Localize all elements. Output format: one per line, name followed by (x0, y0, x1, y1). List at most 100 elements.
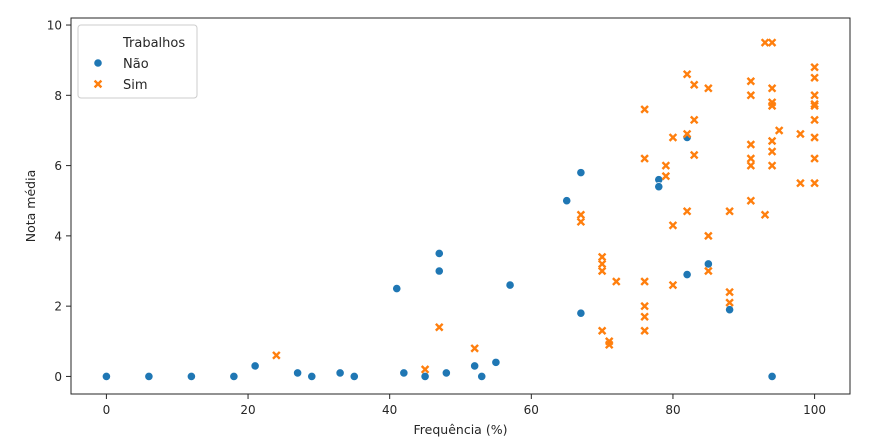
x-tick-label: 40 (382, 403, 397, 417)
point-nao (420, 371, 430, 382)
point-sim (746, 154, 756, 163)
point-sim (640, 301, 649, 311)
x-tick-label: 20 (240, 403, 255, 417)
point-nao (441, 368, 451, 378)
plot-background (71, 18, 850, 394)
point-sim (725, 287, 734, 297)
legend-marker-sim (93, 79, 103, 89)
point-sim (640, 277, 649, 286)
point-nao (682, 269, 692, 280)
point-nao (477, 371, 487, 382)
plot-frame (70, 17, 851, 395)
point-sim (767, 101, 777, 111)
point-sim (767, 84, 777, 93)
point-sim (760, 38, 770, 47)
point-sim (640, 154, 649, 163)
point-nao (144, 371, 154, 382)
point-sim (810, 154, 819, 163)
point-nao (434, 248, 444, 259)
point-sim (810, 91, 819, 100)
point-nao (576, 308, 586, 318)
legend-x-icon (93, 79, 103, 89)
legend: Trabalhos Não Sim (77, 24, 198, 99)
y-tick-label: 10 (47, 19, 62, 33)
y-tick-label: 6 (54, 159, 62, 173)
x-tick-label: 60 (524, 403, 539, 417)
point-sim (604, 340, 614, 350)
point-nao (399, 368, 409, 378)
point-sim (470, 344, 479, 353)
point-sim (661, 161, 671, 170)
point-nao (250, 361, 260, 371)
legend-entry-sim: Sim (123, 78, 148, 93)
point-sim (704, 266, 713, 276)
point-sim (725, 207, 734, 216)
point-nao (293, 368, 303, 378)
point-sim (810, 101, 819, 111)
point-sim (767, 136, 777, 146)
legend-entry-nao: Não (123, 57, 149, 72)
legend-title: Trabalhos (122, 36, 185, 51)
point-sim (767, 161, 777, 170)
point-nao (434, 266, 444, 276)
y-tick-label: 8 (54, 89, 62, 103)
y-axis-ticks: 0 2 4 6 8 10 (47, 19, 71, 384)
point-sim (689, 150, 699, 160)
y-tick-label: 0 (54, 370, 62, 384)
legend-box (77, 24, 198, 99)
point-sim (746, 91, 756, 100)
point-sim (767, 147, 777, 156)
legend-marker-nao (93, 58, 103, 68)
point-nao (703, 259, 713, 269)
x-axis-ticks: 0 20 40 60 80 100 (103, 394, 826, 417)
x-axis-label: Frequência (%) (414, 422, 508, 437)
y-tick-label: 4 (54, 229, 62, 243)
point-sim (746, 161, 756, 170)
point-nao (307, 371, 317, 382)
point-sim (576, 210, 586, 220)
point-nao (491, 357, 501, 367)
point-sim (597, 266, 607, 276)
point-sim (640, 312, 649, 321)
point-sim (668, 133, 678, 142)
point-nao (654, 182, 664, 192)
point-sim (689, 80, 699, 90)
point-nao (505, 280, 515, 290)
point-sim (597, 326, 607, 335)
point-sim (597, 259, 607, 269)
point-nao (335, 368, 345, 378)
point-sim (597, 252, 607, 262)
point-sim (682, 69, 692, 79)
point-sim (576, 217, 586, 227)
x-tick-label: 0 (103, 403, 111, 417)
point-sim (760, 210, 770, 220)
point-sim (774, 126, 784, 135)
point-nao (562, 196, 572, 206)
point-sim (746, 77, 756, 86)
y-axis-label: Nota média (23, 170, 38, 242)
point-nao (229, 371, 239, 382)
point-sim (661, 171, 671, 181)
point-sim (640, 326, 649, 335)
x-tick-label: 100 (803, 403, 826, 417)
point-sim (746, 196, 756, 205)
point-sim (668, 221, 678, 230)
point-sim (420, 365, 430, 374)
point-sim (704, 231, 713, 241)
point-sim (682, 207, 692, 216)
y-tick-label: 2 (54, 300, 62, 314)
point-sim (272, 351, 281, 360)
point-sim (810, 115, 819, 125)
point-sim (704, 84, 713, 93)
point-nao (186, 371, 196, 382)
point-sim (796, 129, 805, 139)
point-sim (689, 115, 699, 125)
point-nao (349, 371, 359, 382)
point-nao (767, 371, 777, 382)
point-sim (810, 178, 819, 188)
point-sim (810, 73, 819, 82)
point-sim (682, 129, 692, 139)
point-sim (725, 298, 734, 307)
point-sim (767, 38, 777, 47)
point-sim (810, 62, 819, 72)
